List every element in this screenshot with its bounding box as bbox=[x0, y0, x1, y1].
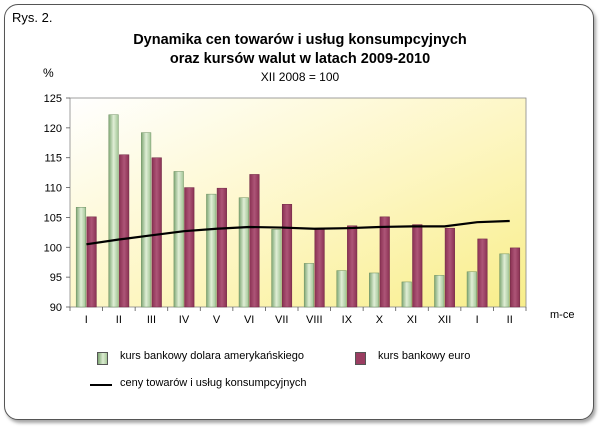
bar-eur bbox=[412, 224, 423, 308]
bar-eur bbox=[184, 187, 195, 308]
x-tick-label: II bbox=[507, 314, 513, 326]
x-tick-label: VI bbox=[244, 314, 254, 326]
bar-usd bbox=[434, 275, 445, 308]
y-tick-label: 110 bbox=[44, 183, 62, 195]
x-tick-label: II bbox=[116, 314, 122, 326]
legend-cpi-label: ceny towarów i usług konsumpcyjnych bbox=[120, 377, 307, 389]
bar-eur bbox=[477, 238, 488, 308]
y-tick-label: 90 bbox=[50, 302, 62, 314]
bar-usd bbox=[336, 270, 347, 308]
x-tick-label: XI bbox=[407, 314, 417, 326]
y-tick-label: 105 bbox=[44, 212, 62, 224]
bar-eur bbox=[86, 216, 97, 308]
x-axis-label: m-ce bbox=[550, 309, 575, 321]
bar-usd bbox=[466, 271, 477, 308]
bar-eur bbox=[281, 204, 293, 308]
x-axis: I II III IV V VI VII VIII IX X XI XII I II bbox=[69, 307, 527, 326]
bars bbox=[75, 114, 521, 308]
bar-eur bbox=[444, 227, 455, 308]
cpi-line-path bbox=[86, 219, 510, 246]
y-tick-label: 120 bbox=[44, 123, 62, 135]
y-axis: 90 95 100 105 110 115 120 125 bbox=[44, 93, 70, 314]
x-tick-label: IX bbox=[342, 314, 353, 326]
bar-usd bbox=[108, 114, 119, 308]
bar-usd bbox=[206, 193, 217, 308]
bar-eur bbox=[379, 216, 390, 308]
bar-eur bbox=[509, 247, 521, 308]
bar-usd bbox=[173, 171, 184, 308]
bar-eur bbox=[151, 157, 162, 308]
figure-label: Rys. 2. bbox=[12, 10, 53, 25]
bar-usd bbox=[238, 197, 249, 308]
legend-usd-swatch bbox=[97, 352, 108, 365]
chart-subtitle: XII 2008 = 100 bbox=[260, 70, 340, 84]
legend-usd-label: kurs bankowy dolara amerykańskiego bbox=[120, 350, 305, 362]
bar-eur bbox=[216, 187, 227, 308]
legend-eur-label: kurs bankowy euro bbox=[378, 350, 471, 362]
bar-usd bbox=[499, 253, 510, 308]
bar-usd bbox=[369, 272, 380, 308]
cpi-line bbox=[86, 219, 510, 246]
x-tick-label: V bbox=[213, 314, 221, 326]
y-tick-label: 100 bbox=[44, 242, 62, 254]
bar-usd bbox=[75, 207, 87, 308]
bar-eur bbox=[347, 225, 358, 308]
bar-eur bbox=[249, 174, 260, 308]
y-tick-label: 125 bbox=[44, 93, 62, 105]
y-tick-label: 115 bbox=[44, 153, 62, 165]
bar-eur bbox=[119, 154, 130, 308]
bar-usd bbox=[141, 132, 152, 308]
y-axis-label: % bbox=[43, 66, 54, 80]
chart-title-line2: oraz kursów walut w latach 2009-2010 bbox=[169, 51, 431, 67]
bar-usd bbox=[271, 229, 282, 308]
x-tick-label: IV bbox=[179, 314, 190, 326]
y-tick-label: 95 bbox=[50, 272, 62, 284]
x-tick-label: X bbox=[376, 314, 384, 326]
plot-area bbox=[69, 97, 527, 308]
legend-eur-swatch bbox=[355, 352, 366, 365]
x-tick-label: VIII bbox=[306, 314, 323, 326]
legend-cpi-line bbox=[90, 384, 112, 386]
x-tick-label: XII bbox=[438, 314, 451, 326]
bar-usd bbox=[303, 263, 315, 308]
x-tick-label: III bbox=[147, 314, 156, 326]
bar-usd bbox=[401, 281, 412, 308]
x-tick-label: VII bbox=[275, 314, 288, 326]
bar-eur bbox=[314, 229, 325, 308]
x-tick-label: I bbox=[476, 314, 479, 326]
chart-title: Dynamika cen towarów i usług konsumpcyjn… bbox=[133, 32, 467, 48]
x-tick-label: I bbox=[85, 314, 88, 326]
